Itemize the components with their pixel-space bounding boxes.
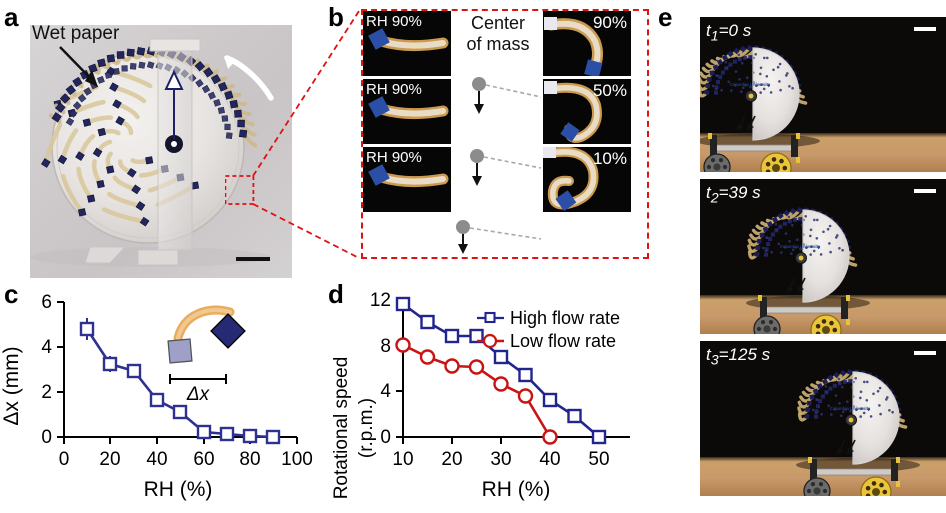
svg-text:2: 2 <box>41 382 52 403</box>
svg-text:Δx (mm): Δx (mm) <box>0 346 23 425</box>
svg-text:12: 12 <box>370 290 391 311</box>
svg-text:40: 40 <box>539 449 560 470</box>
svg-text:0: 0 <box>380 427 391 448</box>
svg-text:0: 0 <box>41 427 52 448</box>
svg-text:RH (%): RH (%) <box>482 478 551 501</box>
svg-text:100: 100 <box>281 449 313 470</box>
svg-text:High flow rate: High flow rate <box>510 308 620 328</box>
svg-text:Columbia University: Columbia University <box>780 244 821 249</box>
svg-text:Δx: Δx <box>186 384 211 405</box>
svg-text:(r.p.m.): (r.p.m.) <box>356 398 377 458</box>
svg-text:30: 30 <box>490 449 511 470</box>
svg-text:Wet paper: Wet paper <box>32 25 120 44</box>
svg-text:50: 50 <box>588 449 609 470</box>
svg-text:4: 4 <box>380 381 391 402</box>
svg-text:80: 80 <box>239 449 260 470</box>
svg-text:6: 6 <box>41 292 52 313</box>
svg-text:8: 8 <box>380 336 391 357</box>
svg-text:Columbia University: Columbia University <box>830 406 871 411</box>
svg-text:60: 60 <box>193 449 214 470</box>
svg-text:4: 4 <box>41 337 52 358</box>
svg-text:20: 20 <box>99 449 120 470</box>
svg-text:Columbia University: Columbia University <box>730 82 771 87</box>
svg-text:20: 20 <box>441 449 462 470</box>
svg-text:RH (%): RH (%) <box>144 478 213 501</box>
svg-text:Low flow rate: Low flow rate <box>510 331 616 351</box>
svg-text:0: 0 <box>59 449 70 470</box>
svg-text:Rotational speed: Rotational speed <box>331 357 352 500</box>
svg-text:10: 10 <box>392 449 413 470</box>
svg-text:40: 40 <box>146 449 167 470</box>
